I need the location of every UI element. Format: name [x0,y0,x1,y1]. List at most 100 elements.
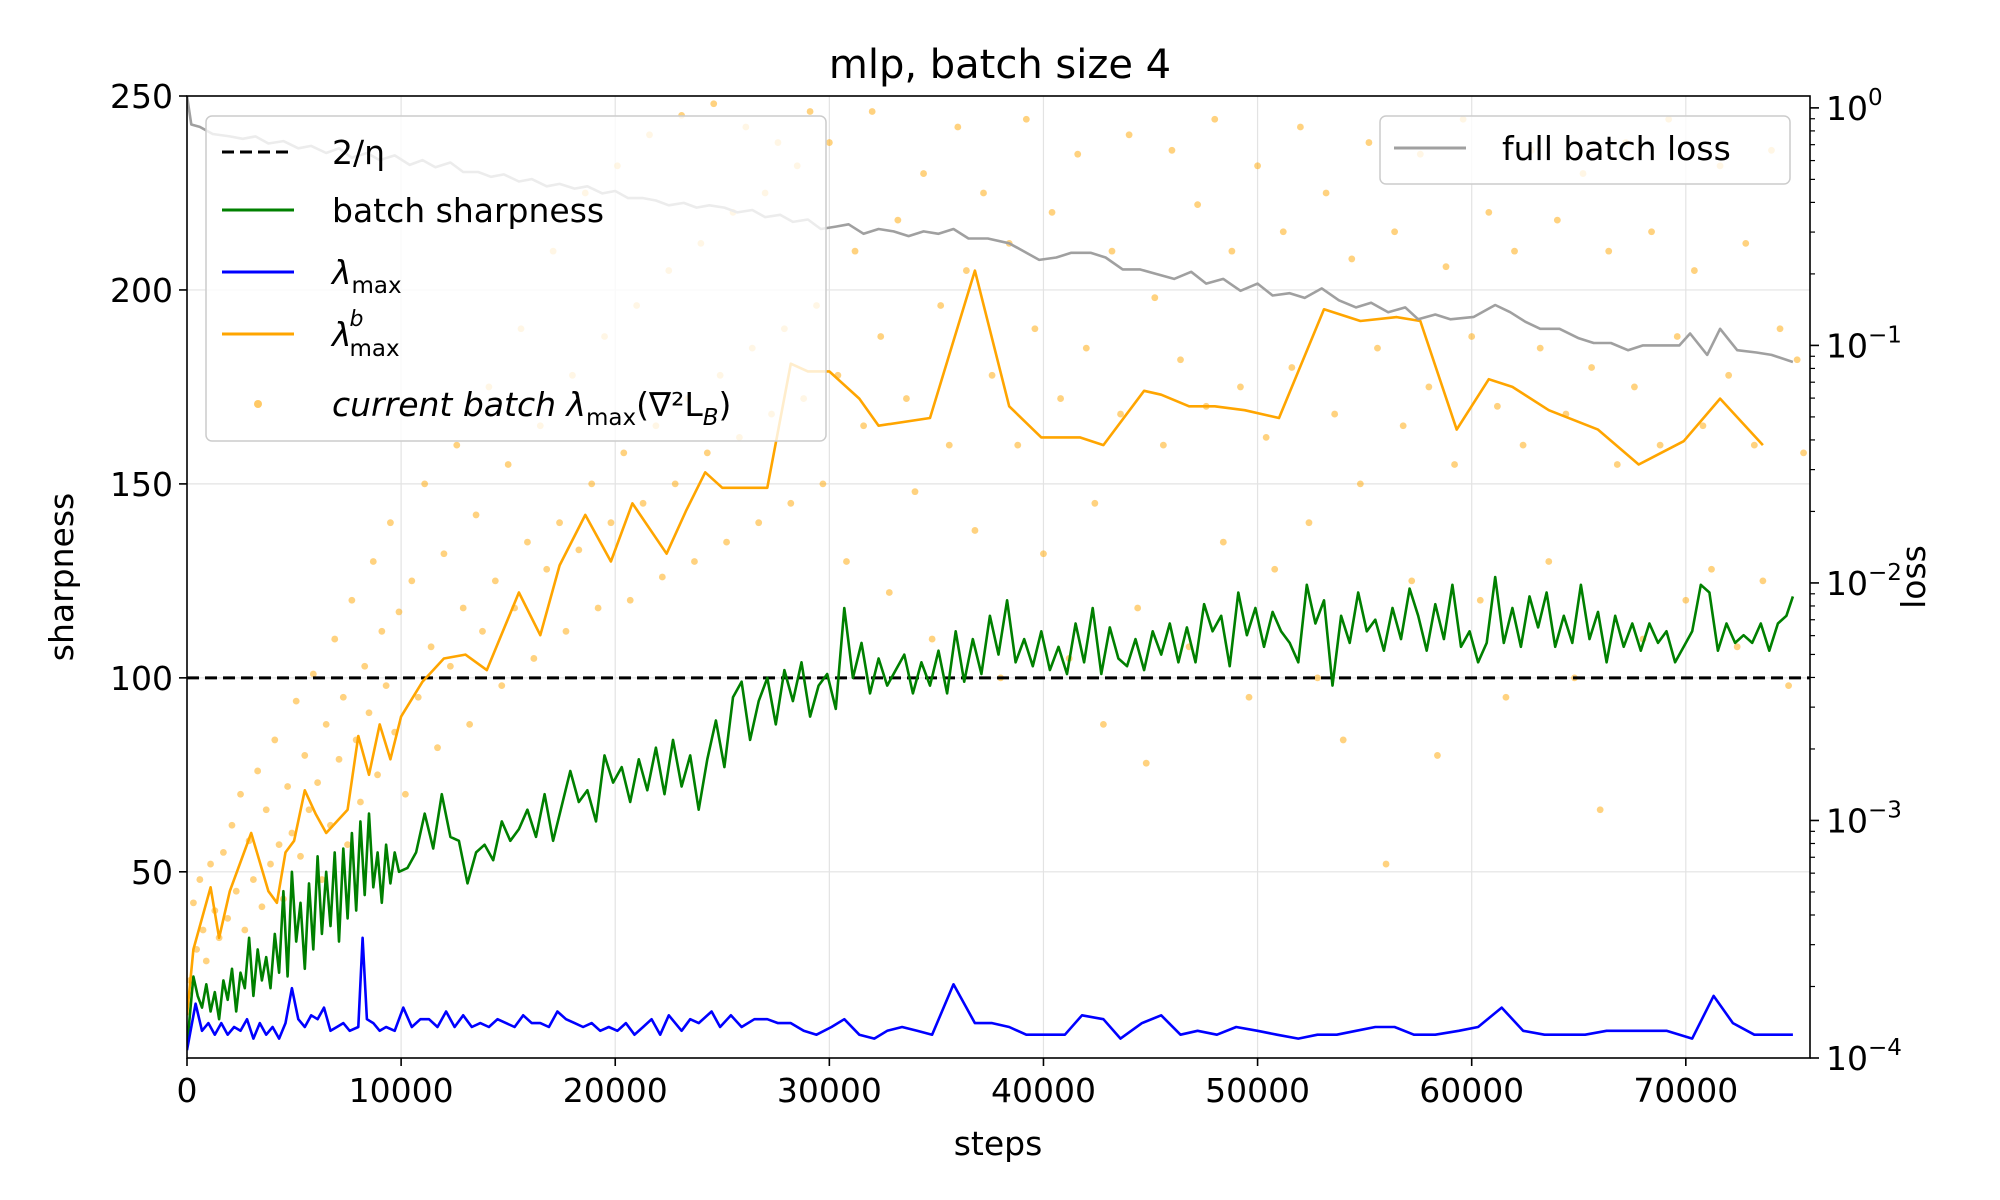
scatter-point [301,752,309,759]
scatter-point [1082,344,1090,352]
y2-tick-label: 100 [1826,85,1883,128]
scatter-point [1194,201,1202,209]
legend-swatch-dots [254,400,262,408]
scatter-point [472,511,480,519]
scatter-point [305,806,313,814]
scatter-point [691,558,698,565]
scatter-point [466,721,474,728]
scatter-point [440,550,448,558]
scatter-point [1211,115,1219,123]
legend-label: current batch λmax(∇²LB) [332,385,731,431]
scatter-point [1279,228,1287,236]
chart-title: mlp, batch size 4 [829,42,1171,88]
scatter-point [937,302,945,309]
scatter-point [1759,577,1767,585]
x-tick-label: 60000 [1419,1071,1524,1110]
scatter-point [1442,263,1450,271]
scatter-point [271,736,279,744]
scatter-point [877,333,885,340]
scatter-point [1725,371,1733,379]
scatter-point [228,821,236,829]
scatter-point [1468,333,1476,340]
scatter-point [1408,577,1416,585]
scatter-point [1040,550,1047,558]
scatter-point [1108,247,1116,255]
scatter-point [284,783,292,790]
scatter-point [297,852,304,860]
scatter-point [1553,216,1561,224]
scatter-point [357,798,364,806]
scatter-point [962,267,970,274]
scatter-point [1100,721,1107,728]
scatter-point [1613,461,1621,468]
scatter-point [199,926,207,934]
scatter-point [1168,146,1176,154]
scatter-point [1331,410,1339,418]
x-axis-label: steps [954,1124,1043,1163]
scatter-point [1177,356,1184,364]
scatter-point [401,790,409,798]
x-tick-label: 30000 [777,1071,882,1110]
scatter-point [219,849,227,856]
scatter-point [1219,538,1227,546]
y-tick-label: 50 [131,853,173,892]
scatter-point [254,767,262,775]
scatter-point [382,682,390,690]
scatter-point [1425,383,1433,391]
scatter-point [453,441,461,449]
scatter-point [1057,395,1064,402]
scatter-point [434,744,441,752]
scatter-point [1014,441,1022,449]
scatter-point [530,655,538,662]
scatter-point [322,721,330,728]
scatter-point [378,627,386,635]
scatter-point [258,903,266,911]
scatter-point [249,876,257,883]
scatter-point [658,573,666,581]
y2-tick-label: 10−2 [1826,560,1902,603]
scatter-point [1254,162,1261,170]
scatter-point [1588,364,1596,371]
scatter-point [1800,449,1807,457]
scatter-point [1382,860,1390,868]
scatter-point [1125,131,1133,139]
legend-label: λb max [330,307,400,362]
x-tick-label: 40000 [991,1071,1096,1110]
scatter-point [414,693,422,701]
scatter-point [1314,674,1321,682]
scatter-point [1742,240,1750,247]
scatter-point [1117,410,1124,418]
y2-axis-label: loss [1894,545,1933,609]
scatter-point [1776,325,1784,333]
legend-left: 2/η batch sharpness λmax λb max current batch… [205,115,827,442]
scatter-point [868,108,876,115]
scatter-point [408,577,416,585]
scatter-point [1288,364,1296,371]
plot-frame [186,95,1811,1059]
legend-right: full batch loss [1379,115,1791,185]
scatter-point [1631,383,1638,391]
scatter-point [1348,255,1356,263]
scatter-point [954,123,962,131]
scatter-point [1536,344,1544,352]
scatter-point [1031,325,1039,333]
legend-right-box [1379,115,1791,185]
x-tick-label: 0 [177,1071,198,1110]
legend-label: λmax [330,253,402,299]
scatter-point [1750,441,1758,449]
scatter-point [894,216,902,224]
scatter-point [1399,422,1407,430]
series-line-batch-sharpness [187,575,1795,1047]
y-tick-label: 250 [110,77,173,116]
y-tick-label: 100 [110,659,173,698]
scatter-point [190,899,197,907]
scatter-point [860,422,868,430]
scatter-point [1134,604,1142,612]
scatter-point [920,170,927,177]
scatter-point [1485,208,1493,216]
scatter-point [575,546,583,554]
scatter-point [504,461,512,468]
scatter-point [446,662,454,670]
scatter-point [1476,596,1484,604]
scatter-point [1391,228,1399,236]
